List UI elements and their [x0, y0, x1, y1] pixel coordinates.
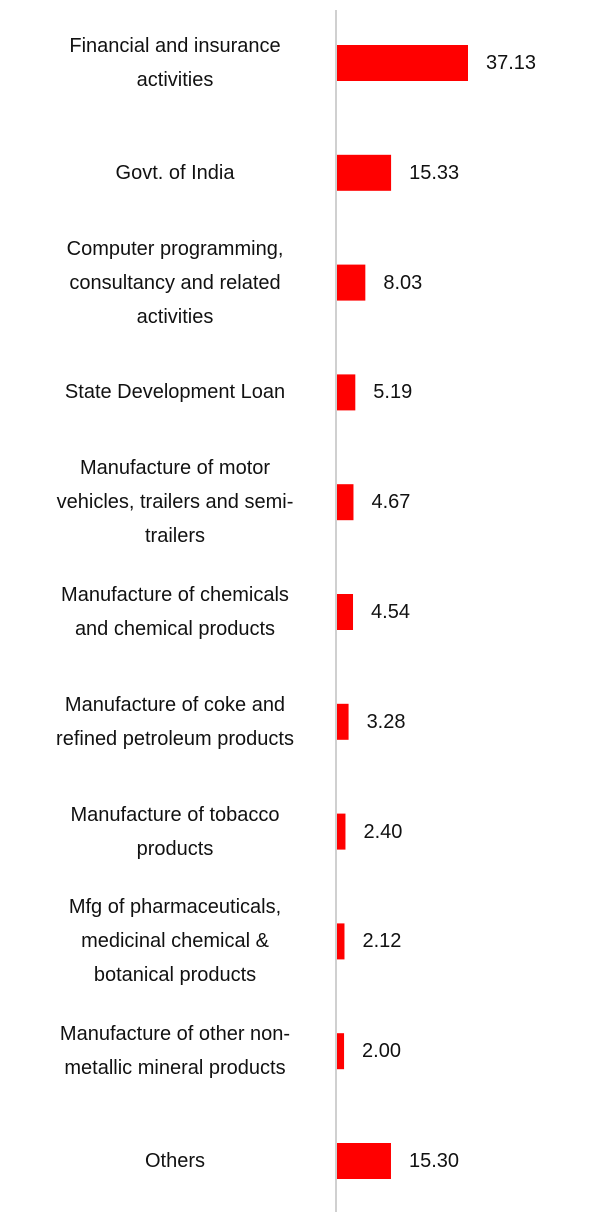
bar — [337, 45, 468, 81]
category-label: Others — [144, 1150, 206, 1172]
data-label: 5.19 — [373, 381, 413, 404]
data-label: 2.00 — [362, 1040, 401, 1063]
category-label: Manufacture of other non-metallic minera… — [59, 1023, 291, 1080]
data-label: 15.30 — [408, 1150, 460, 1172]
category-label: Financial and insurance activities — [69, 35, 281, 91]
bar — [337, 594, 354, 630]
data-label: 8.03 — [383, 271, 423, 294]
bar — [337, 264, 366, 301]
bar — [337, 484, 354, 521]
bar — [337, 1033, 345, 1070]
data-label: 15.33 — [409, 161, 460, 184]
bar — [337, 1143, 391, 1179]
data-label: 3.28 — [366, 710, 406, 733]
bar — [337, 923, 345, 960]
data-label: 4.54 — [371, 601, 410, 623]
category-label: Manufacture of coke and refined petroleum… — [56, 693, 294, 750]
data-label: 37.13 — [486, 52, 537, 74]
bar — [337, 703, 349, 740]
category-label: Govt. of India — [115, 161, 235, 184]
bar — [337, 813, 346, 850]
bar — [337, 154, 392, 191]
category-label: State Development Loan — [64, 381, 286, 404]
category-label: Manufacture of tobacco products — [70, 803, 280, 860]
category-label: Mfg of pharmaceuticals, medicinal chemica… — [68, 896, 282, 987]
category-label: Manufacture of chemicals and chemical pro… — [61, 584, 289, 640]
data-label: 4.67 — [371, 491, 411, 514]
bar — [337, 374, 356, 411]
data-label: 2.12 — [362, 930, 402, 953]
category-label: Manufacture of motor vehicles, trailers a… — [56, 457, 294, 548]
data-label: 2.40 — [363, 820, 403, 843]
category-label: Computer programming, consultancy and rel… — [66, 237, 284, 328]
